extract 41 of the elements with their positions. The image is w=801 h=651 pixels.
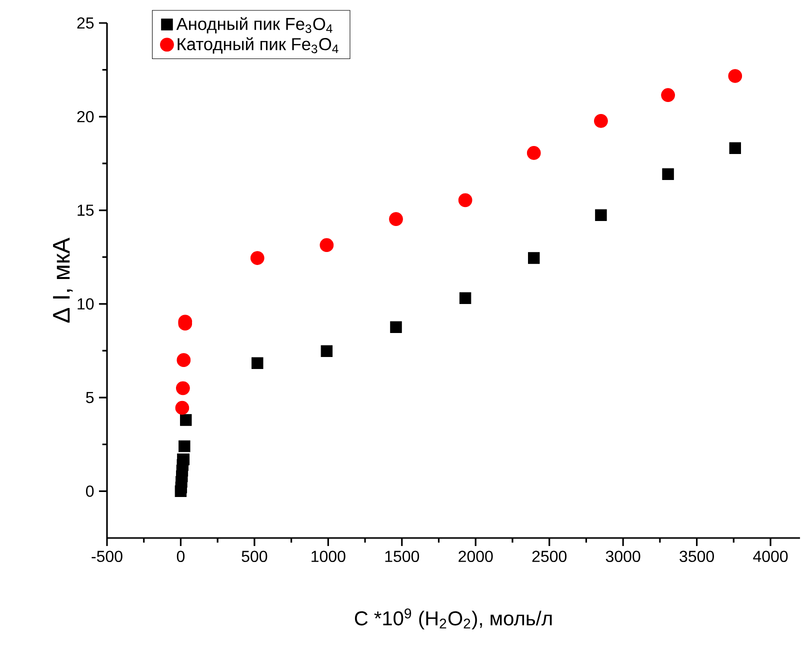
point bbox=[528, 252, 540, 264]
point bbox=[176, 381, 190, 396]
x-tick-label: 500 bbox=[242, 550, 268, 562]
point bbox=[459, 292, 472, 304]
y-tick-label: 0 bbox=[86, 486, 94, 497]
x-tick-label: 2000 bbox=[458, 550, 493, 562]
point bbox=[595, 209, 607, 222]
y-tick-label: 25 bbox=[77, 17, 94, 29]
point bbox=[250, 251, 264, 265]
y-tick-label: 5 bbox=[86, 392, 94, 404]
x-tick-label: 3500 bbox=[680, 550, 714, 562]
x-tick-label: 3000 bbox=[606, 550, 640, 562]
x-tick-label: 1500 bbox=[385, 550, 420, 562]
point bbox=[389, 212, 403, 226]
point bbox=[728, 69, 742, 83]
legend-label: Анодный пик Fe$_{3}$O$_{4}$ bbox=[176, 17, 332, 34]
y-tick-label: 10 bbox=[78, 298, 94, 310]
x-tick-label: 2500 bbox=[532, 550, 567, 562]
point bbox=[180, 414, 192, 426]
y-tick-label: 15 bbox=[78, 204, 94, 216]
point bbox=[176, 353, 191, 368]
legend-label: Катодный пик Fe$_{3}$O$_{4}$ bbox=[178, 37, 338, 54]
point bbox=[662, 168, 674, 180]
point bbox=[729, 142, 741, 154]
point bbox=[661, 88, 675, 102]
x-tick-label: 0 bbox=[176, 550, 185, 562]
y-tick-label: 20 bbox=[77, 110, 94, 122]
point bbox=[458, 193, 472, 208]
point bbox=[252, 357, 264, 369]
x-tick-label: 4000 bbox=[753, 550, 788, 562]
point bbox=[320, 238, 334, 252]
point bbox=[594, 114, 608, 128]
y-axis-title: Δ I, мкА bbox=[53, 238, 73, 323]
point bbox=[390, 321, 402, 333]
x-tick-label: -500 bbox=[92, 550, 122, 562]
x-axis-title: C *10$^{9}$ (H$_{2}$O$_{2}$), моль/л bbox=[354, 608, 552, 630]
point bbox=[175, 400, 190, 415]
point bbox=[320, 345, 333, 357]
x-tick-label: 1000 bbox=[312, 550, 346, 562]
point bbox=[178, 440, 190, 452]
point bbox=[526, 146, 541, 160]
